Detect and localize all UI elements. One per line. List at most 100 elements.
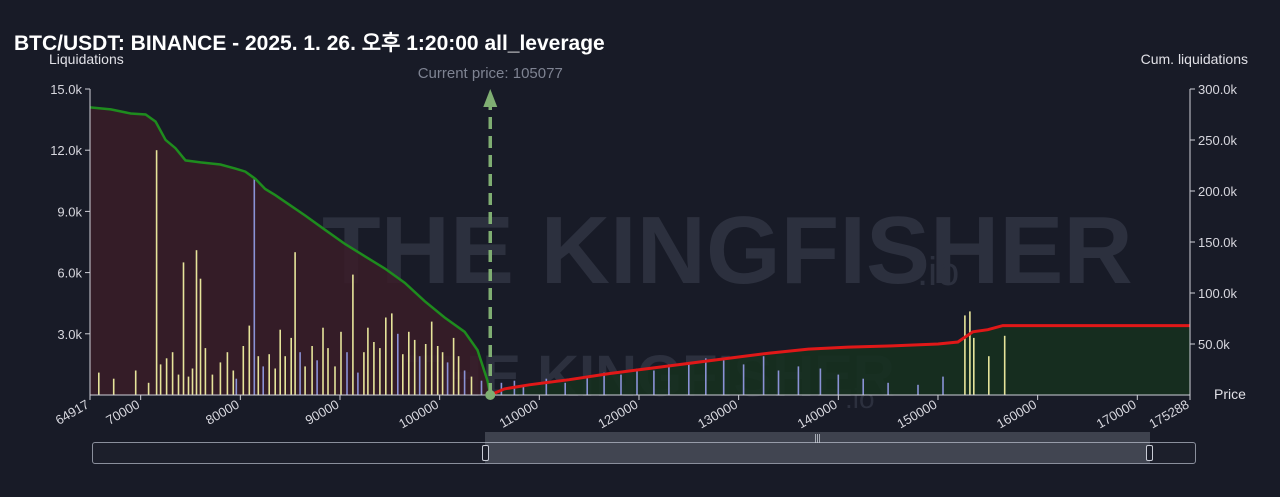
long-cum-line [489,324,1190,397]
liquidation-bar [837,374,840,395]
liquidation-bar [819,368,822,395]
range-slider-selection[interactable] [485,432,1150,463]
liquidation-bar [367,327,369,395]
liquidation-bar [545,378,548,395]
liquidation-bar [705,358,707,395]
y2-tick-label: 100.0k [1198,286,1238,301]
range-slider-track[interactable] [92,442,1196,464]
liquidation-bar [418,356,421,395]
liquidation-bar [391,313,393,395]
liquidation-bar [294,252,296,395]
liquidation-bar [408,331,410,395]
liquidation-bar [862,378,864,395]
right-axis-title: Cum. liquidations [1140,51,1248,67]
liquidation-bar [211,374,214,395]
liquidation-bar [235,378,238,395]
liquidation-bar [226,352,229,395]
y-tick-label: 3.0k [57,327,82,342]
range-slider-right-handle[interactable] [1146,445,1153,461]
long-cum-area [490,325,1190,395]
current-price-dot [485,390,496,400]
range-slider-grip-icon[interactable]: ||| [814,434,821,444]
liquidation-bar [268,354,270,395]
liquidation-bar [322,327,324,395]
liquidation-bar [470,376,473,395]
y2-tick-label: 200.0k [1198,184,1238,199]
liquidation-bar [257,356,260,395]
liquidation-bar [742,364,745,395]
current-price-marker: Current price: 105077 [418,65,563,400]
liquidation-bars [98,150,1006,395]
liquidation-bar [887,382,889,395]
liquidation-bar [191,368,194,395]
current-price-label: Current price: 105077 [418,65,563,82]
liquidation-bar [346,352,348,395]
liquidation-bar [762,356,765,395]
liquidation-bar [262,366,264,395]
liquidation-bar [424,344,427,395]
liquidation-bar [159,364,162,395]
liquidation-bar [284,356,286,395]
cumulative-fills [90,107,1190,396]
liquidation-bar [363,352,365,395]
liquidation-bar [430,321,433,395]
liquidation-bar [357,372,359,395]
y2-tick-label: 50.0k [1198,337,1230,352]
y-tick-label: 12.0k [50,143,82,158]
liquidation-bar [134,370,137,395]
liquidation-bar [480,380,483,395]
liquidation-bar [242,346,245,395]
watermark-suffix: .io [917,250,959,294]
liquidation-bar [653,370,655,395]
liquidation-bar [385,317,387,395]
x-tick-label: 150000 [894,397,939,432]
liquidation-bar [668,364,670,395]
watermark-text: THE KINGFISHER [322,197,1133,304]
liquidation-bar [177,374,180,395]
left-axis-title: Liquidations [49,51,124,67]
x-tick-label: 170000 [1094,397,1139,432]
liquidation-bar [304,366,306,395]
liquidation-bar [722,360,725,395]
liquidation-bar [969,311,971,395]
liquidation-bar [327,348,329,395]
liquidation-bar [402,354,404,395]
liquidation-bar [253,178,256,395]
short-cum-area [90,107,491,396]
y2-tick-label: 250.0k [1198,133,1238,148]
cumulative-lines [89,106,1190,397]
liquidation-bar [688,362,690,395]
liquidation-bar [112,378,115,395]
x-tick-label: 175288 [1146,397,1191,432]
liquidation-bar [620,374,622,395]
liquidation-bar [436,346,439,395]
liquidation-bar [299,352,301,395]
liquidation-bar [187,376,190,395]
x-tick-label: 70000 [103,397,142,428]
x-tick-label: 160000 [994,397,1039,432]
liquidation-bar [165,358,168,395]
liquidation-bar [942,376,944,395]
liquidation-bar [316,360,318,395]
liquidation-bar [917,384,919,395]
liquidation-bar [636,368,638,395]
x-tick-label: 64917 [53,397,92,428]
liquidation-bar [797,366,800,395]
liquidation-bar [603,372,605,395]
range-slider-left-handle[interactable] [482,445,489,461]
liquidation-bar [279,329,281,395]
liquidation-bar [988,356,990,395]
liquidation-bar [413,339,416,395]
liquidation-bar [457,356,460,395]
liquidation-bar [1003,335,1006,395]
liquidation-bar [248,325,251,395]
liquidation-bar [397,333,399,395]
liquidation-bar [586,376,588,395]
liquidation-bar [777,370,780,395]
liquidation-bar [147,382,150,395]
x-axis-title: Price [1214,386,1246,402]
liquidation-bar [352,274,354,395]
liquidation-bar [219,362,222,395]
y-tick-label: 9.0k [57,204,82,219]
